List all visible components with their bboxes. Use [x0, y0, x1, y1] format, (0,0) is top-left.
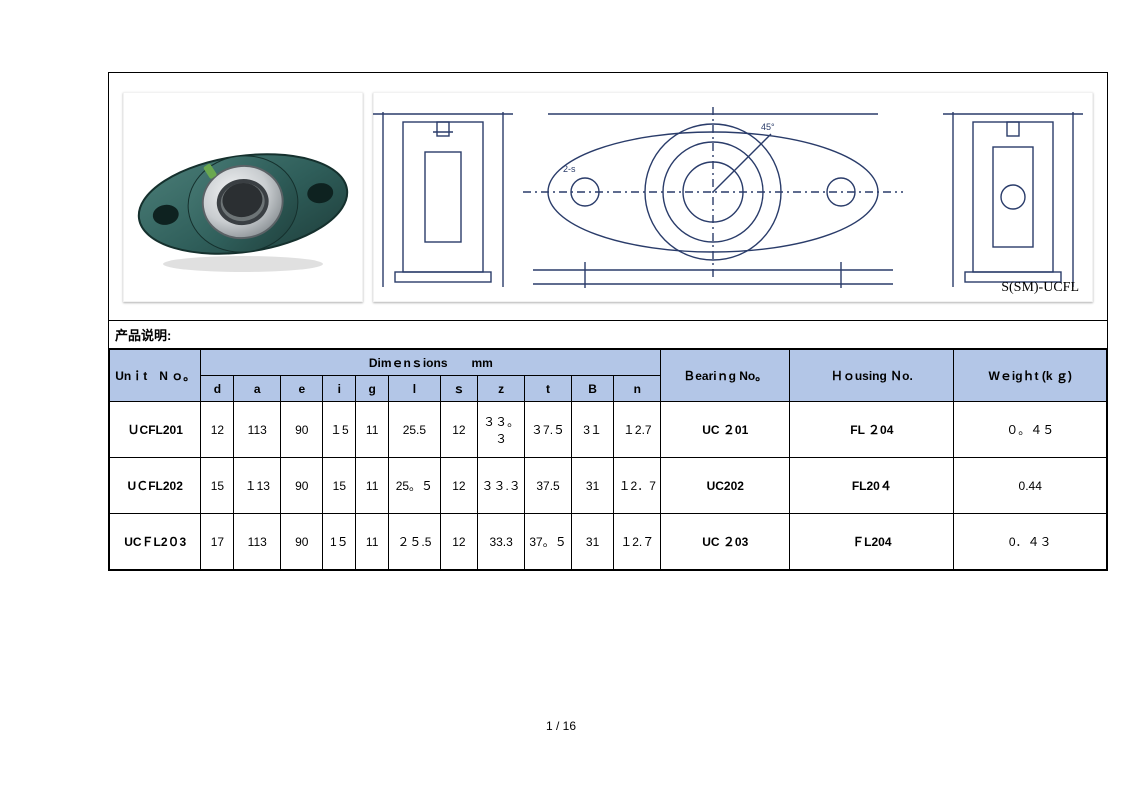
- table-row: UCＦL2０317113901５11２５.51233.337。５31１2.７UC…: [110, 514, 1107, 570]
- engineering-drawing: 2-s 45°: [373, 92, 1093, 302]
- content-box: 2-s 45°: [108, 72, 1108, 571]
- table-cell: １2.7: [614, 402, 661, 458]
- table-cell: 37.5: [525, 458, 572, 514]
- page: 2-s 45°: [0, 0, 1122, 793]
- figure-area: 2-s 45°: [109, 73, 1107, 321]
- table-cell: 33.3: [478, 514, 525, 570]
- page-number: 1 / 16: [0, 719, 1122, 733]
- header-d: d: [201, 376, 234, 402]
- table-cell: 15: [201, 458, 234, 514]
- table-cell: 11: [356, 402, 389, 458]
- table-cell: 12: [440, 514, 478, 570]
- table-cell: ０。４５: [954, 402, 1107, 458]
- table-cell: 113: [234, 514, 281, 570]
- table-cell: UC202: [661, 458, 790, 514]
- table-cell: 11: [356, 458, 389, 514]
- table-cell: 12: [440, 402, 478, 458]
- table-cell: 31: [572, 458, 614, 514]
- table-cell: 0.44: [954, 458, 1107, 514]
- table-cell: 25。５: [389, 458, 441, 514]
- table-cell: ３7.５: [525, 402, 572, 458]
- header-n: n: [614, 376, 661, 402]
- header-z: z: [478, 376, 525, 402]
- table-cell: １2.７: [614, 514, 661, 570]
- header-a: a: [234, 376, 281, 402]
- drawing-label: S(SM)-UCFL: [1001, 280, 1079, 296]
- table-cell: FL20４: [790, 458, 954, 514]
- table-cell: UCＦL2０3: [110, 514, 201, 570]
- table-cell: 15: [323, 458, 356, 514]
- spec-table: Unｉt N ｏ。 Dimｅnｓions mm Ｂeariｎg No。 Ｈｏus…: [109, 349, 1107, 570]
- table-cell: 31: [572, 514, 614, 570]
- product-photo: [123, 92, 363, 302]
- table-header: Unｉt N ｏ。 Dimｅnｓions mm Ｂeariｎg No。 Ｈｏus…: [110, 350, 1107, 402]
- table-cell: 90: [281, 402, 323, 458]
- table-cell: ＦL204: [790, 514, 954, 570]
- table-cell: 17: [201, 514, 234, 570]
- table-cell: 37。５: [525, 514, 572, 570]
- table-cell: 11: [356, 514, 389, 570]
- table-body: ＵCFL2011211390１51125.512３３。３３7.５3１１2.7UC…: [110, 402, 1107, 570]
- header-B: B: [572, 376, 614, 402]
- table-cell: 3１: [572, 402, 614, 458]
- header-e: e: [281, 376, 323, 402]
- table-row: ＵCFL2011211390１51125.512３３。３３7.５3１１2.7UC…: [110, 402, 1107, 458]
- table-cell: 0．４３: [954, 514, 1107, 570]
- header-t: t: [525, 376, 572, 402]
- table-cell: 12: [440, 458, 478, 514]
- header-unit: Unｉt N ｏ。: [110, 350, 201, 402]
- table-cell: UC ２03: [661, 514, 790, 570]
- table-cell: １2．7: [614, 458, 661, 514]
- table-cell: FL ２04: [790, 402, 954, 458]
- table-cell: 90: [281, 458, 323, 514]
- table-cell: 12: [201, 402, 234, 458]
- header-dimensions: Dimｅnｓions mm: [201, 350, 661, 376]
- table-cell: ＵCFL201: [110, 402, 201, 458]
- table-cell: UＣFL202: [110, 458, 201, 514]
- header-housing: Ｈｏusing Ｎo.: [790, 350, 954, 402]
- svg-text:45°: 45°: [761, 122, 775, 132]
- header-s: ｓ: [440, 376, 478, 402]
- table-cell: UC ２01: [661, 402, 790, 458]
- section-label: 产品说明:: [109, 321, 1107, 349]
- table-cell: 90: [281, 514, 323, 570]
- table-cell: 1５: [323, 514, 356, 570]
- header-weight: Wｅigｈt (k ｇ): [954, 350, 1107, 402]
- header-bearing: Ｂeariｎg No。: [661, 350, 790, 402]
- table-cell: 25.5: [389, 402, 441, 458]
- header-l: l: [389, 376, 441, 402]
- table-cell: ３３.３: [478, 458, 525, 514]
- table-cell: ２５.5: [389, 514, 441, 570]
- table-cell: １13: [234, 458, 281, 514]
- header-g: g: [356, 376, 389, 402]
- header-i: i: [323, 376, 356, 402]
- table-cell: ３３。３: [478, 402, 525, 458]
- svg-text:2-s: 2-s: [563, 164, 576, 174]
- table-cell: 113: [234, 402, 281, 458]
- table-row: UＣFL20215１1390151125。５12３３.３37.531１2．7UC…: [110, 458, 1107, 514]
- table-cell: １5: [323, 402, 356, 458]
